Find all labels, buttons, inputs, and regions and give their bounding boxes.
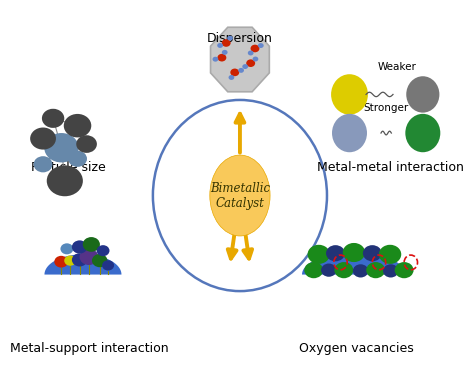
Circle shape <box>72 253 87 266</box>
Circle shape <box>42 109 64 128</box>
Circle shape <box>34 156 53 172</box>
Circle shape <box>217 43 223 48</box>
Circle shape <box>251 45 259 52</box>
Circle shape <box>395 262 414 278</box>
Circle shape <box>44 133 79 162</box>
Circle shape <box>343 243 365 262</box>
Polygon shape <box>302 252 406 275</box>
Text: Metal-metal interaction: Metal-metal interaction <box>317 161 464 173</box>
Circle shape <box>326 245 345 261</box>
Circle shape <box>304 262 323 278</box>
Circle shape <box>92 254 108 267</box>
Circle shape <box>334 262 353 278</box>
Circle shape <box>72 240 87 254</box>
Text: Particle size: Particle size <box>30 161 105 173</box>
Circle shape <box>308 245 330 264</box>
Circle shape <box>230 69 239 76</box>
Circle shape <box>218 54 227 62</box>
Polygon shape <box>45 254 121 275</box>
Circle shape <box>383 264 399 277</box>
Circle shape <box>238 68 244 73</box>
Ellipse shape <box>332 114 367 152</box>
Circle shape <box>228 75 234 80</box>
Circle shape <box>227 36 233 41</box>
Circle shape <box>242 64 248 69</box>
Circle shape <box>246 59 255 67</box>
Circle shape <box>61 243 73 254</box>
Circle shape <box>83 237 100 252</box>
Circle shape <box>97 245 109 256</box>
Polygon shape <box>210 27 269 92</box>
Text: Dispersion: Dispersion <box>207 32 273 45</box>
Ellipse shape <box>210 155 270 236</box>
Circle shape <box>30 128 56 149</box>
Ellipse shape <box>331 74 368 115</box>
Circle shape <box>64 114 91 137</box>
Ellipse shape <box>406 76 439 113</box>
Circle shape <box>222 50 228 55</box>
Circle shape <box>321 263 337 277</box>
Circle shape <box>68 151 87 167</box>
Circle shape <box>55 256 68 268</box>
Circle shape <box>363 245 382 261</box>
Circle shape <box>258 43 264 48</box>
Circle shape <box>248 51 254 55</box>
Text: Metal-support interaction: Metal-support interaction <box>10 342 169 355</box>
Circle shape <box>222 39 231 47</box>
Circle shape <box>253 56 258 62</box>
Circle shape <box>102 260 114 270</box>
Text: Bimetallic
Catalyst: Bimetallic Catalyst <box>210 182 270 210</box>
Text: Stronger: Stronger <box>364 103 409 113</box>
Circle shape <box>379 245 401 264</box>
Circle shape <box>76 135 97 153</box>
Circle shape <box>64 255 76 266</box>
Text: Oxygen vacancies: Oxygen vacancies <box>299 342 413 355</box>
Text: Weaker: Weaker <box>378 62 417 72</box>
Circle shape <box>47 165 83 196</box>
Circle shape <box>80 249 99 265</box>
Circle shape <box>212 57 219 62</box>
Circle shape <box>353 264 368 277</box>
Ellipse shape <box>405 114 440 152</box>
Circle shape <box>366 262 385 278</box>
